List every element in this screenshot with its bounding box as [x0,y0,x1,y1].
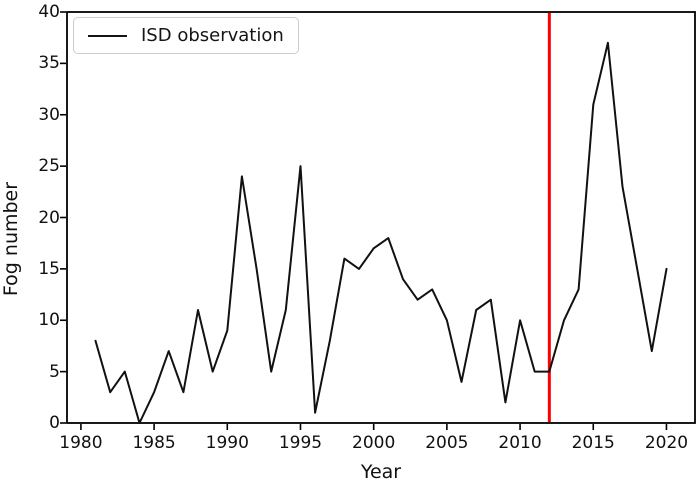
isd-observation-line [94,41,668,424]
y-tick-label: 35 [38,53,60,74]
legend-label: ISD observation [141,25,284,46]
y-tick-label: 15 [38,258,60,279]
plot-frame [66,11,696,424]
x-tick-label: 2010 [498,433,542,453]
y-tick-label: 20 [38,207,60,228]
y-tick-label: 25 [38,156,60,177]
legend-line-sample-icon [88,34,127,37]
x-axis-label: Year [360,461,402,483]
x-tick-label: 1990 [205,433,249,453]
x-tick-label: 1995 [278,433,323,453]
x-tick-label: 2015 [571,433,615,453]
y-tick-label: 40 [38,2,60,22]
x-tick-label: 2020 [644,433,689,453]
y-axis-label: Fog number [0,181,22,297]
y-tick-label: 0 [49,413,60,433]
legend: ISD observation [73,17,299,54]
y-tick-label: 30 [38,104,60,125]
y-tick-label: 5 [49,361,60,382]
x-tick-label: 2000 [352,433,396,453]
x-tick-label: 2005 [425,433,469,453]
x-tick-label: 1985 [132,433,176,453]
x-tick-label: 1980 [59,433,103,453]
y-tick-label: 10 [38,310,60,331]
